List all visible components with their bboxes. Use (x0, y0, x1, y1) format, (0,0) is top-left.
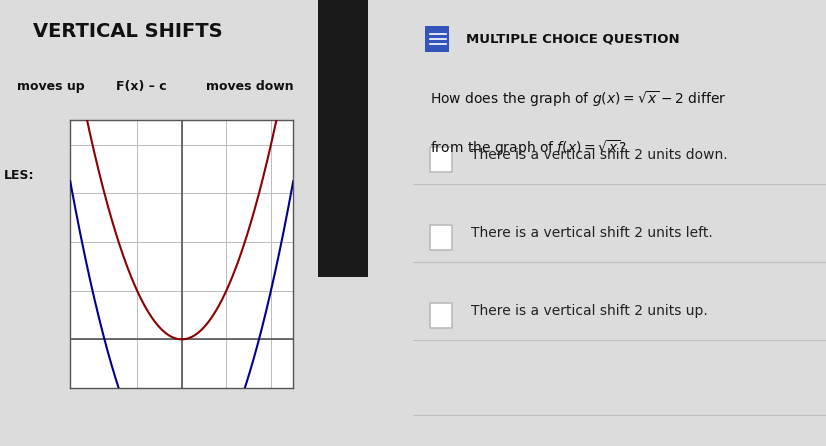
Text: How does the graph of $g(x) = \sqrt{x} - 2$ differ: How does the graph of $g(x) = \sqrt{x} -… (430, 89, 726, 109)
Text: y = x²: y = x² (231, 165, 273, 178)
FancyBboxPatch shape (425, 26, 449, 52)
Bar (430, 303, 453, 328)
Bar (430, 147, 453, 172)
Text: VERTICAL SHIFTS: VERTICAL SHIFTS (33, 22, 223, 41)
Text: There is a vertical shift 2 units up.: There is a vertical shift 2 units up. (471, 304, 708, 318)
Text: LES:: LES: (4, 169, 35, 182)
Text: moves up: moves up (17, 80, 84, 93)
Text: Blue:: Blue: (231, 214, 268, 227)
Bar (430, 225, 453, 250)
Text: MULTIPLE CHOICE QUESTION: MULTIPLE CHOICE QUESTION (466, 33, 680, 46)
Text: y = x² - 3: y = x² - 3 (231, 254, 295, 267)
Text: from the graph of $f(x) = \sqrt{x}$?: from the graph of $f(x) = \sqrt{x}$? (430, 138, 626, 158)
Text: There is a vertical shift 2 units left.: There is a vertical shift 2 units left. (471, 226, 713, 240)
Bar (318, 0, 368, 277)
Text: moves down: moves down (206, 80, 294, 93)
Text: There is a vertical shift 2 units down.: There is a vertical shift 2 units down. (471, 148, 728, 162)
Text: Red:: Red: (231, 125, 263, 138)
Text: F(x) – c: F(x) – c (116, 80, 166, 93)
